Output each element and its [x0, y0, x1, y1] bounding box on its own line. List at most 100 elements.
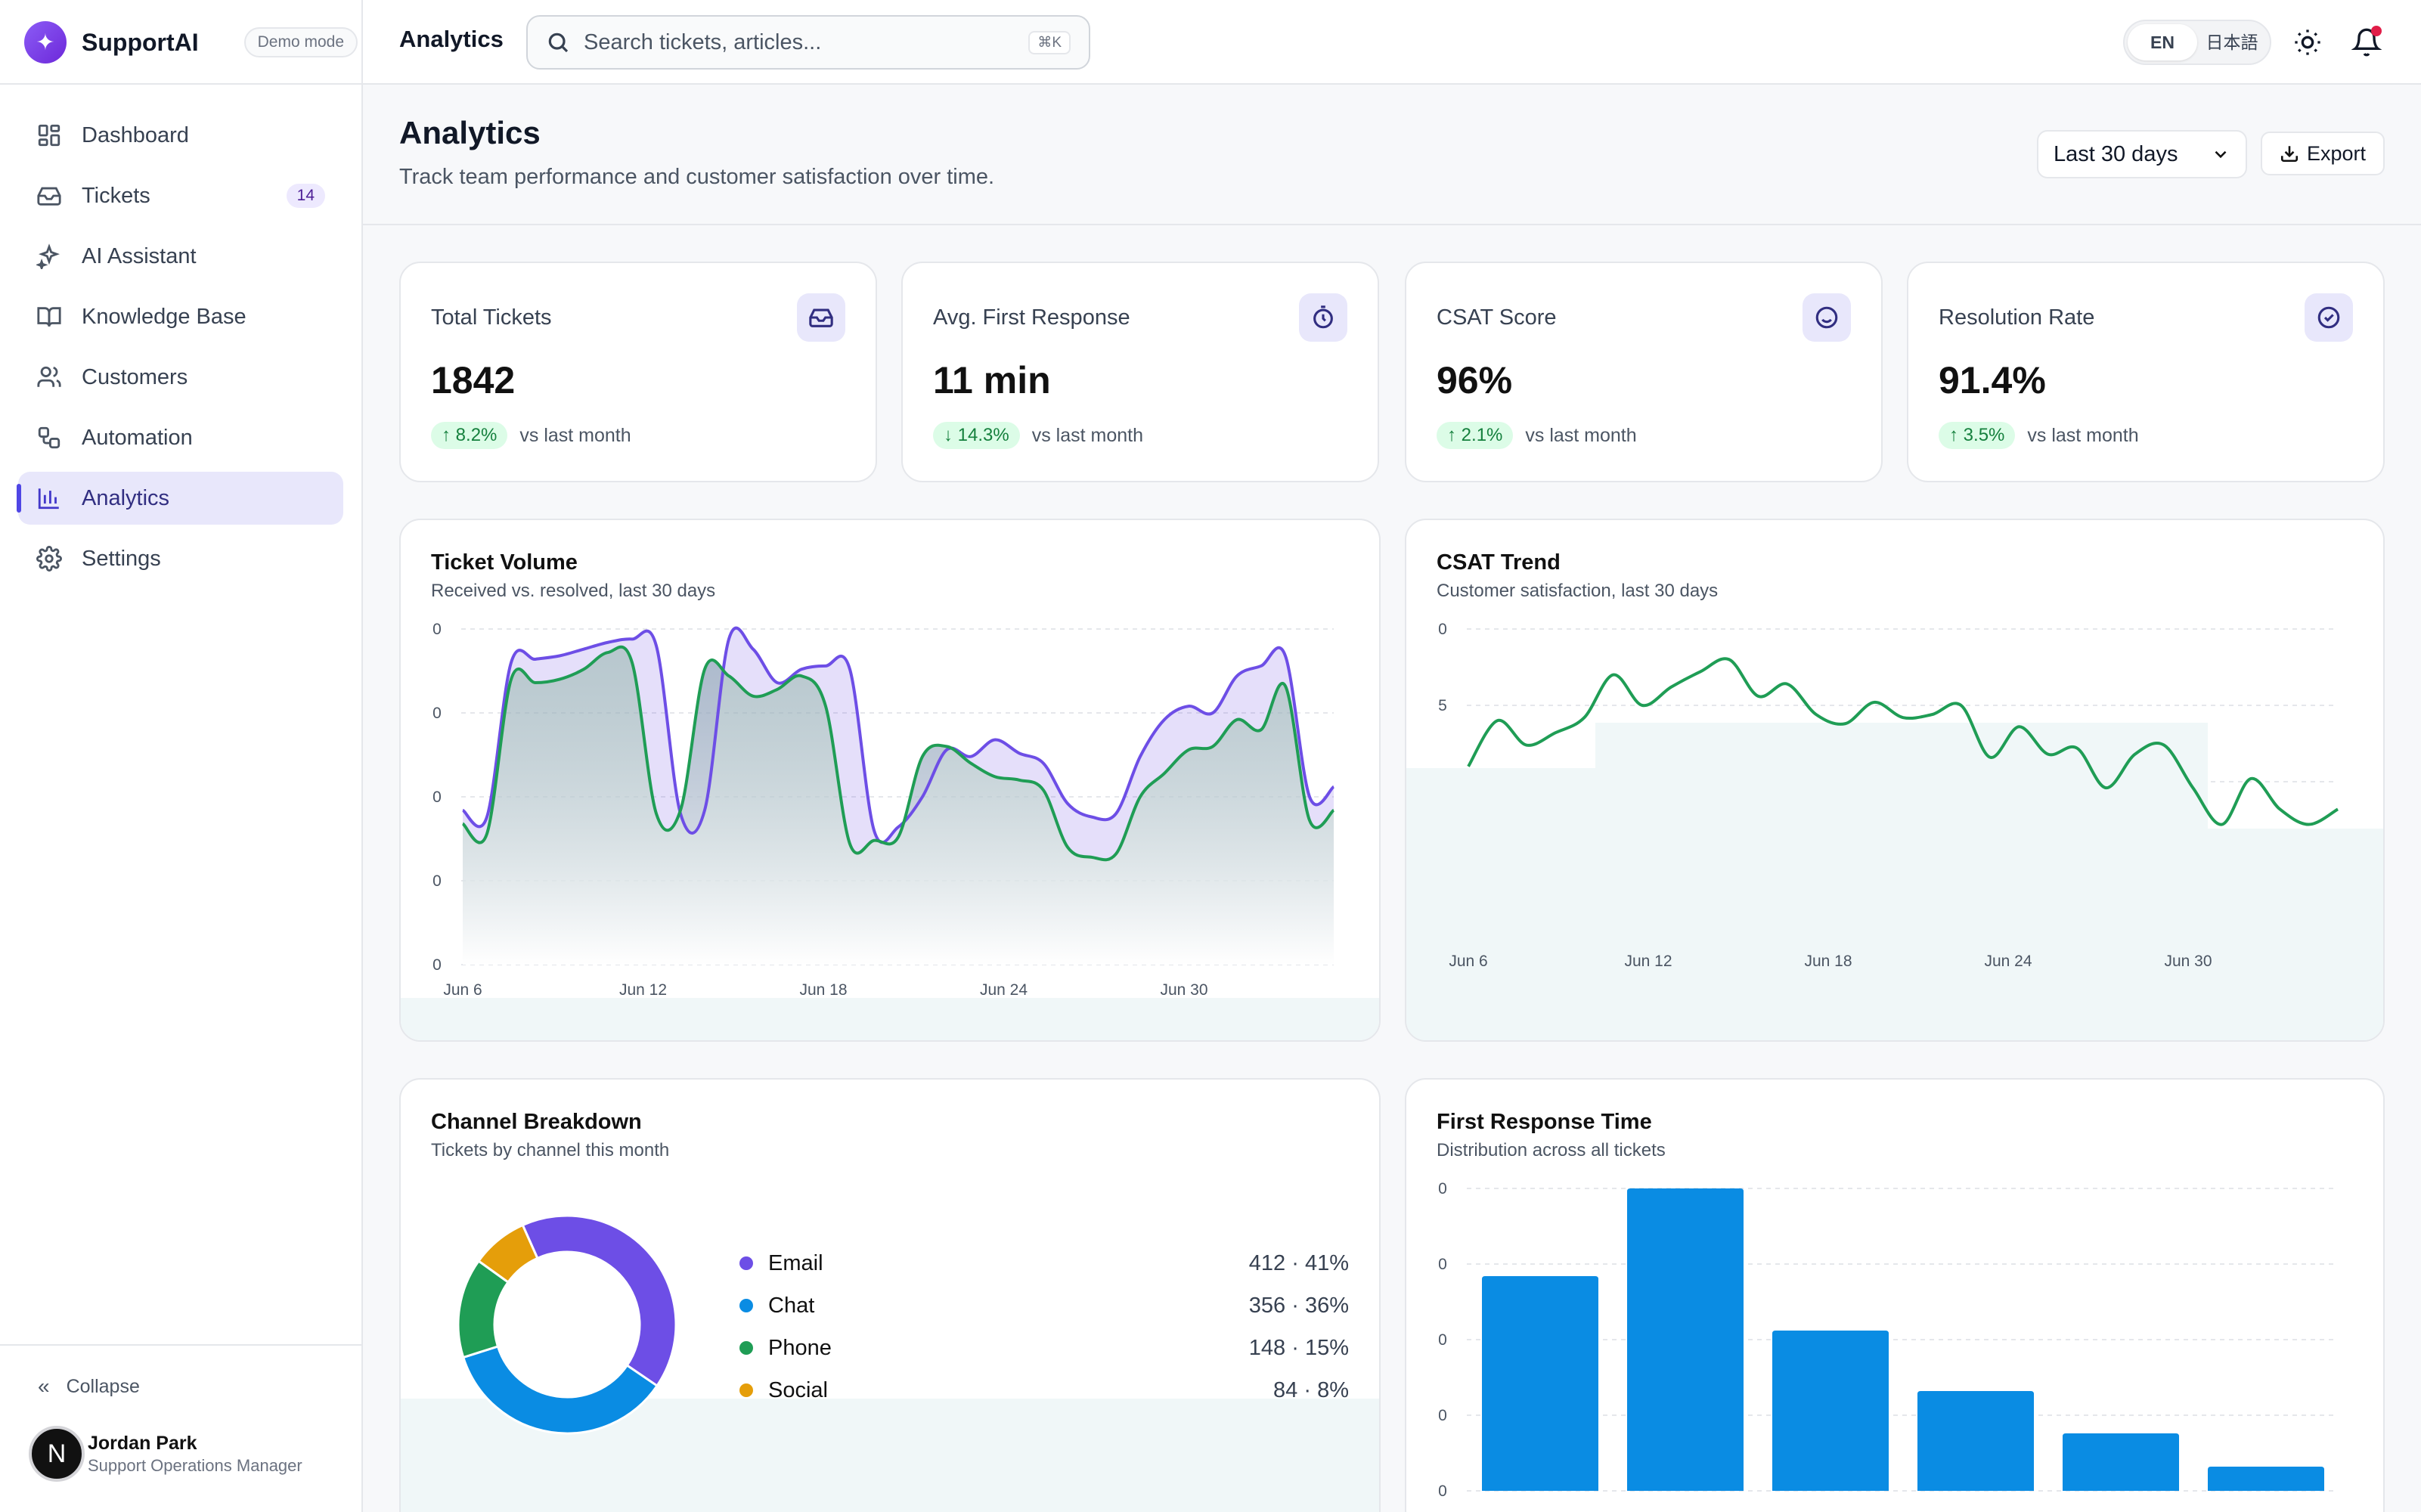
divider: [0, 83, 363, 85]
legend-dot: [739, 1383, 753, 1397]
x-tick-label: Jun 30: [2164, 953, 2212, 970]
x-tick-label: Jun 24: [1984, 953, 2032, 970]
delta-compare: vs last month: [2027, 424, 2139, 446]
collapse-button[interactable]: « Collapse: [38, 1374, 140, 1399]
kpi-value: 11 min: [933, 359, 1051, 401]
search-icon: [548, 33, 569, 53]
x-tick-label: Jun 6: [1449, 953, 1487, 970]
first-response-time-chart: 0 0 0 0 0: [1438, 1180, 2338, 1500]
kpi-label: Total Tickets: [431, 305, 552, 330]
frt-bar: [1772, 1331, 1889, 1491]
kpi-card-resolution-rate: Resolution Rate 91.4% ↑ 3.5% vs last mon…: [1907, 262, 2385, 482]
user-role: Support Operations Manager: [88, 1455, 302, 1475]
x-tick-label: Jun 24: [980, 981, 1028, 999]
sidebar-item-dashboard[interactable]: Dashboard: [18, 109, 343, 162]
delta-compare: vs last month: [519, 424, 631, 446]
sidebar-item-label: Automation: [82, 425, 193, 450]
user-profile[interactable]: N Jordan Park Support Operations Manager: [29, 1426, 302, 1482]
donut-slice-chat: [461, 1345, 659, 1435]
kpi-delta: ↑ 2.1% vs last month: [1437, 422, 1637, 449]
divider: [363, 224, 2421, 225]
resolved-line: [461, 645, 1335, 862]
y-tick-label: 0: [432, 705, 442, 722]
sidebar-item-customers[interactable]: Customers: [18, 351, 343, 404]
x-tick-label: Jun 12: [619, 981, 667, 999]
language-switcher: EN 日本語: [2123, 20, 2271, 65]
notifications-button[interactable]: [2351, 26, 2382, 57]
brand[interactable]: ✦ SupportAI Demo mode: [24, 18, 358, 67]
legend-item-phone: Phone 148 · 15%: [739, 1329, 1349, 1367]
y-tick-label: 0: [1438, 1407, 1447, 1424]
kpi-card-total-tickets: Total Tickets 1842 ↑ 8.2% vs last month: [399, 262, 877, 482]
legend-label: Chat: [768, 1293, 815, 1318]
legend-item-social: Social 84 · 8%: [739, 1371, 1349, 1409]
legend-dot: [739, 1341, 753, 1355]
search-placeholder: Search tickets, articles...: [584, 29, 822, 54]
sparkle-icon: ✦: [24, 21, 67, 64]
date-range-select[interactable]: Last 30 days: [2037, 130, 2247, 178]
theme-toggle-button[interactable]: [2292, 27, 2323, 57]
sidebar: ✦ SupportAI Demo mode Dashboard Tickets …: [0, 0, 363, 1512]
kpi-delta: ↓ 14.3% vs last month: [933, 422, 1143, 449]
sidebar-item-label: Dashboard: [82, 122, 189, 147]
card-title: CSAT Trend: [1437, 550, 1561, 575]
sidebar-item-ai-assistant[interactable]: AI Assistant: [18, 230, 343, 283]
delta-badge: ↑ 8.2%: [431, 422, 508, 449]
check-circle-icon: [2305, 293, 2353, 342]
y-tick-label: 5: [1438, 697, 1447, 714]
kpi-value: 91.4%: [1939, 359, 2046, 401]
export-label: Export: [2306, 141, 2367, 165]
tickets-count-badge: 14: [286, 184, 325, 208]
kpi-delta: ↑ 8.2% vs last month: [431, 422, 631, 449]
bell-icon: [2351, 28, 2382, 57]
card-title: Channel Breakdown: [431, 1110, 642, 1134]
page-title: Analytics: [399, 115, 541, 150]
search-input[interactable]: Search tickets, articles... ⌘K: [526, 15, 1090, 70]
legend-label: Phone: [768, 1335, 832, 1360]
sidebar-item-automation[interactable]: Automation: [18, 411, 343, 464]
csat-background-area: [1406, 723, 2383, 1040]
legend-label: Social: [768, 1377, 828, 1402]
export-button[interactable]: Export: [2261, 132, 2385, 175]
collapse-label: Collapse: [66, 1375, 140, 1397]
card-subtitle: Customer satisfaction, last 30 days: [1437, 581, 1719, 601]
delta-badge: ↑ 2.1%: [1437, 422, 1514, 449]
legend-dot: [739, 1299, 753, 1312]
sidebar-nav: Dashboard Tickets 14 AI Assistant Knowle…: [17, 109, 343, 593]
inbox-icon: [797, 293, 845, 342]
y-tick-label: 0: [432, 621, 442, 638]
sidebar-item-tickets[interactable]: Tickets 14: [18, 169, 343, 222]
channel-donut-chart: [401, 1214, 1379, 1512]
y-tick-label: 0: [432, 872, 442, 890]
card-title: First Response Time: [1437, 1110, 1652, 1134]
kpi-label: Resolution Rate: [1939, 305, 2095, 330]
sidebar-item-settings[interactable]: Settings: [18, 532, 343, 585]
arrow-up-icon: ↑: [1949, 425, 1964, 445]
y-tick-label: 0: [1438, 1256, 1447, 1273]
legend-value: 356 · 36%: [1248, 1293, 1349, 1318]
legend-item-email: Email 412 · 41%: [739, 1244, 1349, 1282]
y-tick-label: 0: [1438, 621, 1447, 638]
received-line: [461, 626, 1335, 844]
sidebar-item-label: Knowledge Base: [82, 304, 246, 329]
first-response-time-card: 0 0 0 0 0 First Response Time Distribution a…: [1405, 1078, 2385, 1512]
sidebar-item-label: AI Assistant: [82, 243, 197, 268]
brand-name: SupportAI: [82, 28, 199, 56]
delta-value: 8.2%: [455, 425, 498, 445]
download-icon: [2280, 146, 2299, 163]
x-tick-label: Jun 30: [1160, 981, 1207, 999]
bar-chart-icon: [38, 488, 59, 510]
delta-value: 3.5%: [1963, 425, 2005, 445]
topbar-title: Analytics: [399, 26, 504, 52]
language-en[interactable]: EN: [2128, 24, 2197, 60]
language-ja[interactable]: 日本語: [2206, 33, 2258, 52]
x-tick-label: Jun 6: [443, 981, 482, 999]
sidebar-item-analytics[interactable]: Analytics: [17, 472, 343, 525]
delta-value: 14.3%: [957, 425, 1009, 445]
demo-mode-badge: Demo mode: [243, 27, 358, 57]
sidebar-item-knowledge-base[interactable]: Knowledge Base: [18, 290, 343, 343]
gear-icon: [36, 546, 62, 572]
sidebar-item-label: Settings: [82, 546, 161, 571]
donut-hole: [495, 1253, 639, 1396]
